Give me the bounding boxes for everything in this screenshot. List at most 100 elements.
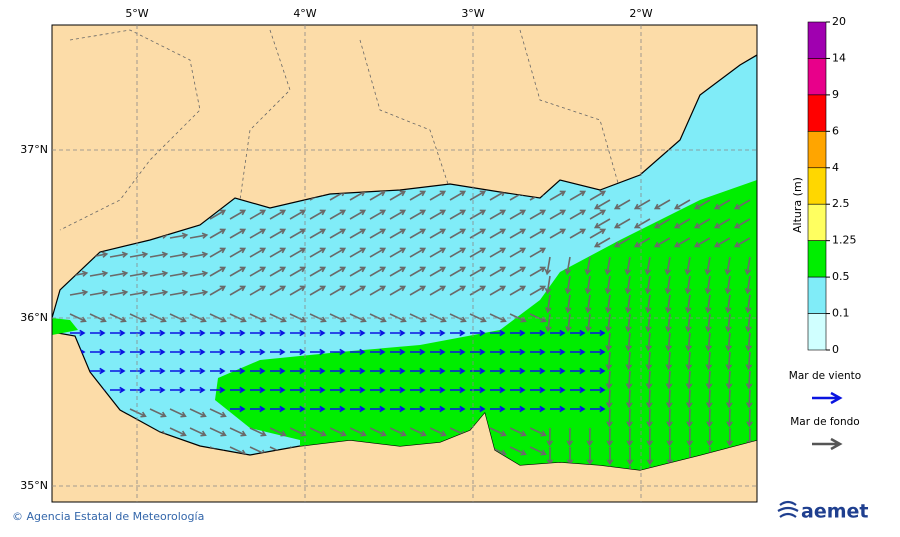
- arrow: [109, 251, 129, 258]
- colorbar-band: [807, 21, 827, 59]
- arrow: [229, 285, 247, 296]
- arrow: [249, 209, 267, 220]
- y-label: 37°N: [20, 143, 48, 156]
- arrow: [570, 386, 586, 394]
- arrow: [646, 408, 653, 428]
- arrow: [589, 190, 607, 201]
- arrow: [309, 209, 327, 220]
- arrow: [429, 285, 447, 296]
- arrow: [369, 247, 387, 258]
- arrow: [645, 351, 653, 371]
- arrow: [190, 329, 206, 337]
- colorbar-label: 0.5: [832, 270, 850, 283]
- arrow: [530, 386, 546, 394]
- arrow: [706, 389, 713, 409]
- arrow: [170, 367, 186, 375]
- arrow: [89, 313, 107, 323]
- arrow: [169, 313, 187, 323]
- arrow: [290, 329, 306, 337]
- arrow: [673, 218, 691, 229]
- arrow: [309, 266, 327, 277]
- arrow: [310, 329, 326, 337]
- arrow: [644, 256, 652, 276]
- arrow: [410, 386, 426, 394]
- arrow: [726, 427, 734, 447]
- arrow: [430, 329, 446, 337]
- arrow: [566, 427, 574, 447]
- arrow: [170, 329, 186, 337]
- arrow: [309, 313, 327, 323]
- colorbar-label: 14: [832, 51, 846, 64]
- arrow: [129, 251, 149, 258]
- arrow: [389, 427, 407, 437]
- arrow: [390, 367, 406, 375]
- arrow: [309, 285, 327, 296]
- arrow: [684, 294, 692, 314]
- arrow: [585, 313, 592, 333]
- arrow: [665, 370, 673, 390]
- arrow: [169, 270, 189, 277]
- arrow: [713, 237, 731, 248]
- arrow: [430, 367, 446, 375]
- arrow: [369, 427, 387, 437]
- arrow: [490, 367, 506, 375]
- arrow: [565, 313, 572, 333]
- arrow: [510, 367, 526, 375]
- colorbar-label: 4: [832, 161, 839, 174]
- arrow: [469, 285, 487, 296]
- arrow: [389, 209, 407, 220]
- arrow: [209, 266, 227, 277]
- arrow: [309, 247, 327, 258]
- arrow: [409, 427, 427, 437]
- arrow: [310, 348, 326, 356]
- colorbar-band: [807, 313, 827, 351]
- arrow: [350, 329, 366, 337]
- arrow: [410, 367, 426, 375]
- arrow: [329, 247, 347, 258]
- arrow: [229, 247, 247, 258]
- arrow: [645, 313, 652, 333]
- arrow: [705, 351, 713, 371]
- arrow: [564, 256, 572, 276]
- arrow: [189, 289, 209, 296]
- arrow: [330, 348, 346, 356]
- colorbar-band: [807, 240, 827, 278]
- arrow: [564, 294, 572, 314]
- arrow: [590, 367, 606, 375]
- arrow: [389, 266, 407, 277]
- arrow: [584, 275, 592, 295]
- arrow: [693, 237, 711, 248]
- arrow: [664, 294, 672, 314]
- arrow: [713, 218, 731, 229]
- arrow: [349, 247, 367, 258]
- arrow: [589, 209, 607, 220]
- arrow: [109, 270, 129, 277]
- arrow: [550, 329, 566, 337]
- arrow: [350, 386, 366, 394]
- arrow: [706, 408, 713, 428]
- arrow: [370, 367, 386, 375]
- arrow: [210, 329, 226, 337]
- arrow: [110, 386, 126, 394]
- arrow: [705, 332, 712, 352]
- arrow: [725, 332, 732, 352]
- arrow: [349, 427, 367, 437]
- arrow: [569, 228, 587, 239]
- arrow: [269, 427, 287, 437]
- arrow: [189, 313, 207, 323]
- arrow: [624, 256, 632, 276]
- arrow: [169, 232, 189, 239]
- arrow: [469, 190, 487, 201]
- arrow: [290, 348, 306, 356]
- arrow: [725, 351, 733, 371]
- arrow: [529, 228, 547, 239]
- arrow: [550, 348, 566, 356]
- arrow: [529, 285, 547, 296]
- arrow: [249, 313, 267, 323]
- arrow: [329, 313, 347, 323]
- arrow: [673, 237, 691, 248]
- arrow: [625, 332, 632, 352]
- arrow: [633, 237, 651, 248]
- arrow: [449, 228, 467, 239]
- arrow: [310, 386, 326, 394]
